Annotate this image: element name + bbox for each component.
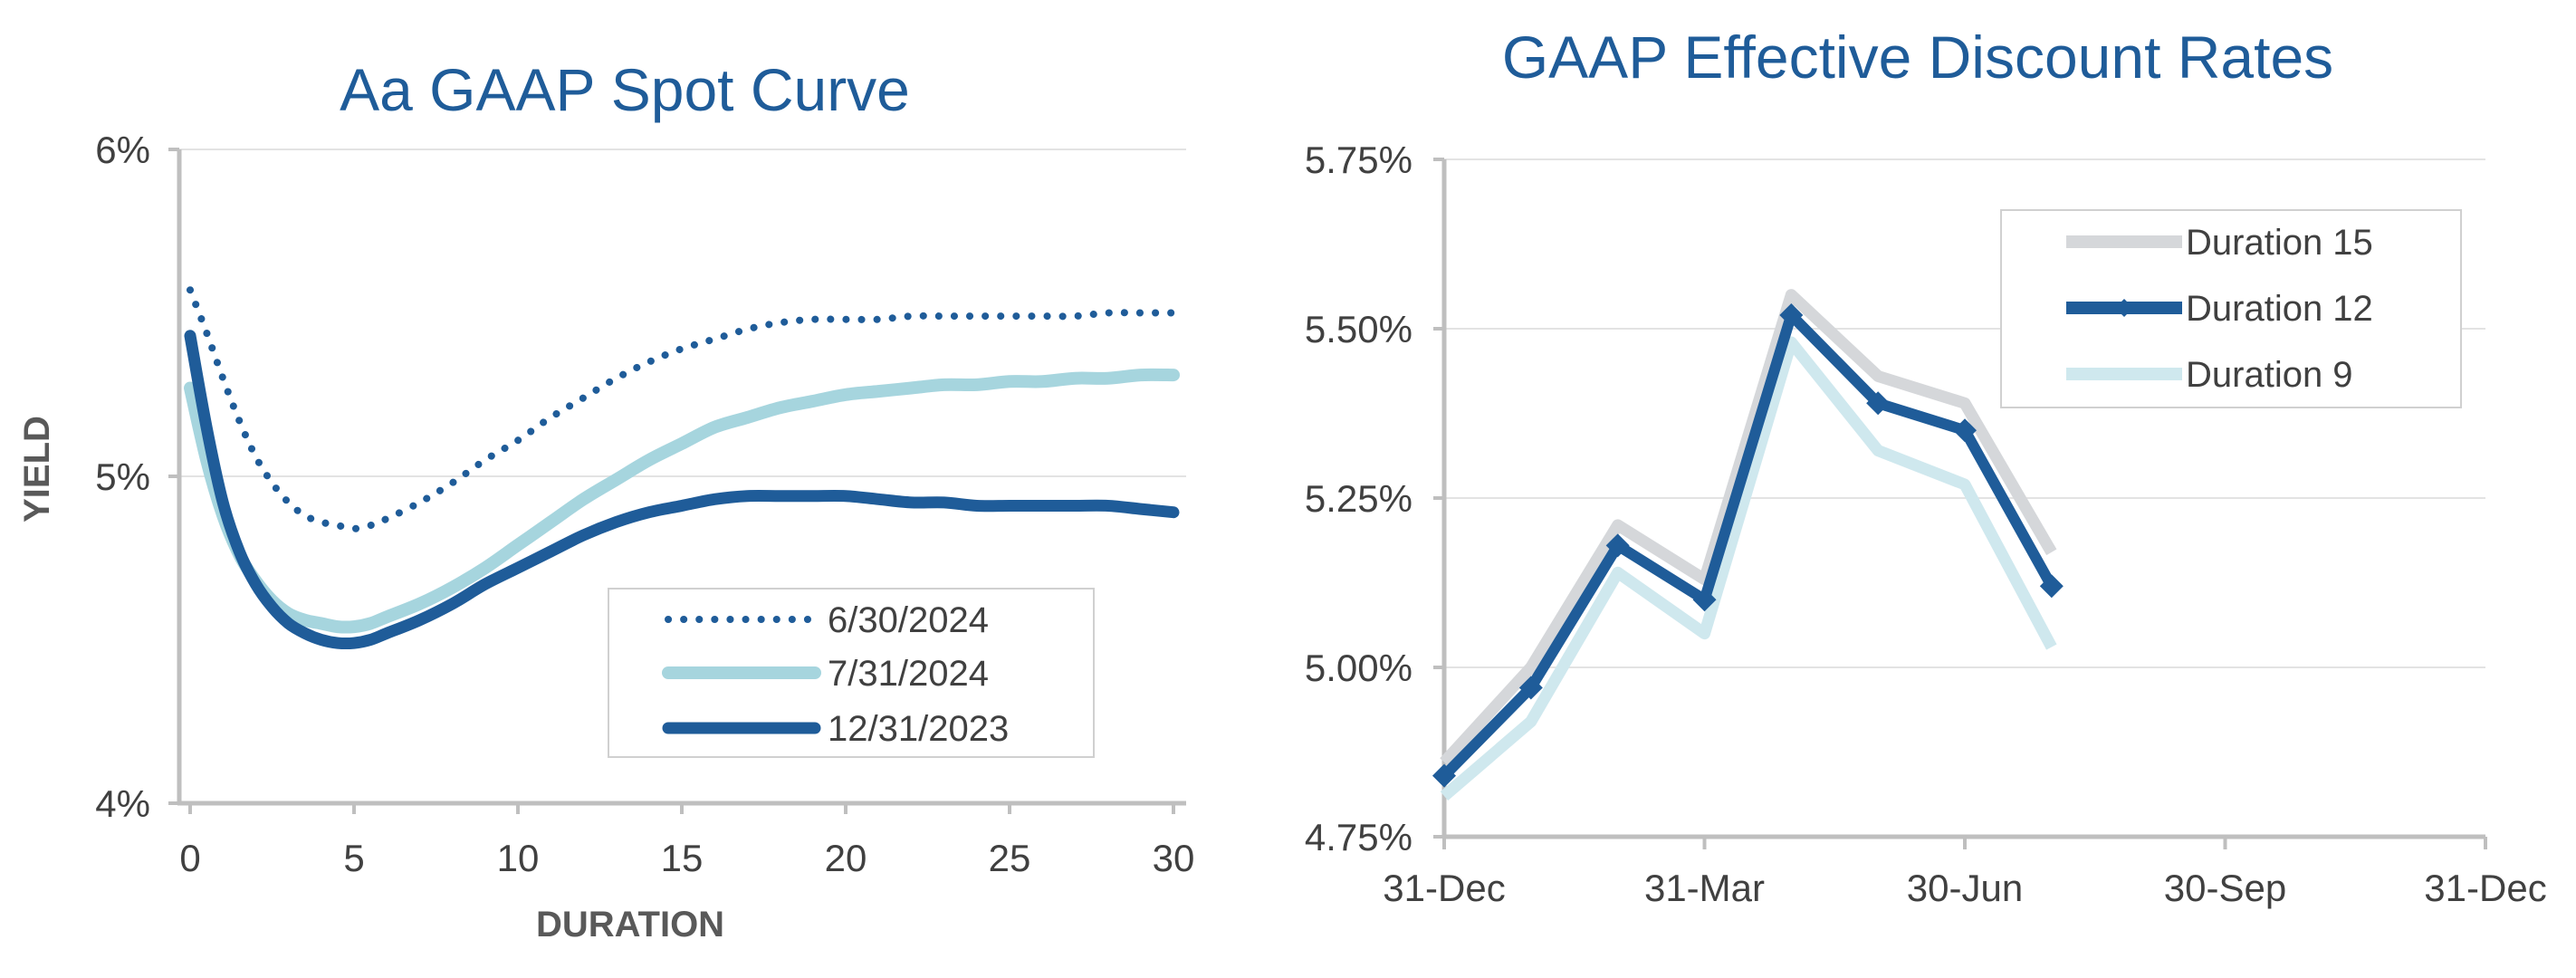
spot-curve-title: Aa GAAP Spot Curve	[340, 56, 910, 123]
rates-point-duration-12-2	[1605, 533, 1630, 558]
spot-x-tick-label-10: 10	[497, 837, 540, 879]
rates-x-tick-label-30-sep-3: 30-Sep	[2164, 867, 2286, 909]
spot-curve-series	[184, 286, 1180, 650]
spot-curve-y-axis-label: YIELD	[17, 416, 57, 523]
rates-point-duration-12-0	[1432, 763, 1456, 788]
spot-x-tick-label-25: 25	[989, 837, 1031, 879]
rates-x-tick-label-31-dec-0: 31-Dec	[1383, 867, 1505, 909]
legend-label-duration-15: Duration 15	[2186, 223, 2373, 263]
rates-point-duration-12-1	[1518, 676, 1543, 700]
legend-label-7-31-2024: 7/31/2024	[828, 654, 989, 694]
spot-x-tick-label-20: 20	[825, 837, 867, 879]
discount-rates-chart: GAAP Effective Discount Rates 4.75% 5.00%…	[1305, 24, 2547, 909]
rates-y-tick-label-4-75: 4.75%	[1305, 816, 1412, 858]
spot-y-tick-label-4: 4%	[95, 782, 150, 825]
discount-rates-legend: Duration 15 Duration 12 Duration 9	[2000, 209, 2462, 408]
rates-point-duration-12-7	[2039, 574, 2064, 599]
legend-label-6-30-2024: 6/30/2024	[828, 600, 989, 640]
legend-marker-duration-12	[2115, 299, 2133, 317]
discount-rates-title: GAAP Effective Discount Rates	[1502, 24, 2333, 91]
rates-series-duration-15	[1440, 289, 2057, 767]
spot-x-tick-label-5: 5	[343, 837, 364, 879]
rates-x-tick-label-31-dec-4: 31-Dec	[2424, 867, 2546, 909]
spot-series-7-31-2024	[184, 368, 1180, 634]
rates-y-tick-label-5-00: 5.00%	[1305, 647, 1412, 689]
legend-label-duration-12: Duration 12	[2186, 289, 2373, 329]
rates-y-tick-label-5-75: 5.75%	[1305, 139, 1412, 181]
rates-y-tick-label-5-50: 5.50%	[1305, 308, 1412, 350]
discount-rates-y-ticks: 4.75% 5.00% 5.25% 5.50% 5.75%	[1305, 139, 1444, 858]
discount-rates-series	[1432, 289, 2064, 801]
legend-label-duration-9: Duration 9	[2186, 355, 2353, 395]
spot-y-tick-label-5: 5%	[95, 455, 150, 498]
spot-x-tick-label-0: 0	[179, 837, 200, 879]
spot-curve-legend: 6/30/2024 7/31/2024 12/31/2023	[608, 588, 1095, 758]
rates-series-duration-9	[1440, 336, 2057, 801]
rates-point-duration-12-4	[1779, 303, 1804, 328]
rates-x-tick-label-30-jun-2: 30-Jun	[1907, 867, 2023, 909]
spot-curve-gridlines	[179, 149, 1186, 477]
spot-x-tick-label-15: 15	[661, 837, 704, 879]
rates-point-duration-12-3	[1692, 588, 1717, 612]
spot-y-tick-label-6: 6%	[95, 129, 150, 171]
discount-rates-x-ticks: 31-Dec 31-Mar 30-Jun 30-Sep 31-Dec	[1383, 837, 2547, 909]
rates-y-tick-label-5-25: 5.25%	[1305, 477, 1412, 520]
rates-point-duration-12-5	[1866, 391, 1891, 416]
spot-series-6-30-2024	[187, 286, 1177, 532]
spot-curve-chart: Aa GAAP Spot Curve 4% 5% 6% 0 5 10 15 20 25 30 D…	[17, 56, 1194, 944]
legend-label-12-31-2023: 12/31/2023	[828, 709, 1009, 749]
rates-x-tick-label-31-mar-1: 31-Mar	[1644, 867, 1765, 909]
spot-series-12-31-2023	[184, 330, 1180, 650]
rates-series-duration-12	[1440, 310, 2057, 780]
spot-x-tick-label-30: 30	[1153, 837, 1195, 879]
spot-curve-y-ticks: 4% 5% 6%	[95, 129, 179, 825]
rates-point-duration-12-6	[1953, 418, 1977, 443]
spot-curve-x-axis-label: DURATION	[536, 905, 724, 944]
spot-curve-x-ticks: 0 5 10 15 20 25 30	[179, 803, 1194, 879]
